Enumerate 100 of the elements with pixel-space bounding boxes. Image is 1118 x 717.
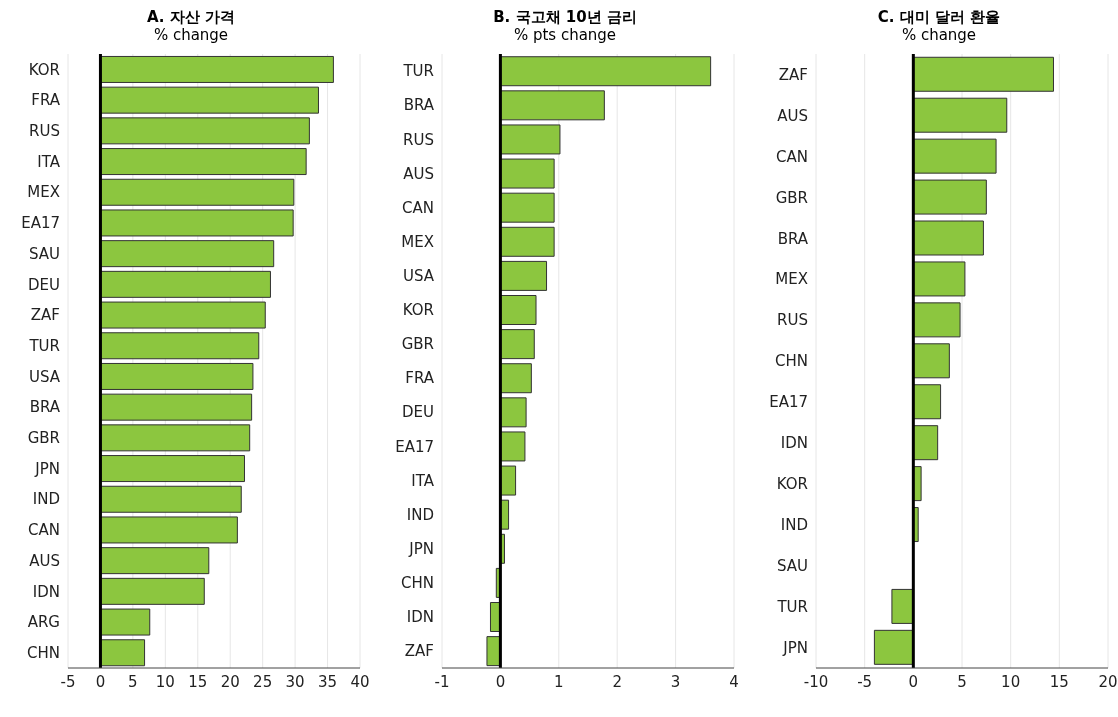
x-tick-label: 3 <box>670 672 681 691</box>
y-tick-label: USA <box>402 267 435 286</box>
y-tick-label: RUS <box>403 130 434 149</box>
bar <box>499 397 527 428</box>
x-tick-label: 35 <box>318 672 338 691</box>
bar <box>912 220 984 256</box>
bar <box>99 148 307 176</box>
x-tick-label: 15 <box>188 672 208 691</box>
y-tick-label: CHN <box>27 643 60 662</box>
y-tick-label: BRA <box>29 398 61 417</box>
y-tick-label: SAU <box>776 556 808 575</box>
y-tick-label: FRA <box>405 369 435 388</box>
chart-subtitle: % change <box>900 26 978 46</box>
x-tick-label: -10 <box>803 672 829 691</box>
bar <box>99 270 271 298</box>
y-tick-label: KOR <box>402 301 434 320</box>
bar <box>99 362 254 390</box>
x-tick-label: 30 <box>285 672 305 691</box>
y-tick-label: FRA <box>31 91 61 110</box>
x-tick-label: 40 <box>350 672 370 691</box>
y-tick-label: GBR <box>775 188 808 207</box>
x-tick-label: 4 <box>729 672 739 691</box>
x-tick-label: 2 <box>612 672 622 691</box>
chart-subtitle: % pts change <box>512 26 618 46</box>
bar <box>499 260 548 291</box>
bar <box>99 240 275 268</box>
bar <box>499 158 555 189</box>
y-tick-label: BRA <box>777 229 809 248</box>
y-tick-label: IND <box>406 505 434 524</box>
bar <box>499 329 535 360</box>
bar <box>912 302 961 338</box>
y-tick-label: USA <box>28 367 61 386</box>
y-tick-label: MEX <box>775 270 808 289</box>
y-tick-label: MEX <box>401 232 434 251</box>
bar <box>99 209 294 237</box>
y-tick-label: AUS <box>403 164 434 183</box>
bar <box>99 393 253 421</box>
y-tick-label: AUS <box>29 551 60 570</box>
y-tick-label: TUR <box>776 597 808 616</box>
bar <box>499 363 532 394</box>
bar <box>99 86 319 114</box>
y-tick-label: RUS <box>777 311 808 330</box>
y-tick-label: JPN <box>408 539 434 558</box>
bar <box>99 178 295 206</box>
y-tick-label: JPN <box>34 459 60 478</box>
x-tick-label: -5 <box>857 672 873 691</box>
bar <box>499 226 555 257</box>
y-tick-label: RUS <box>29 122 60 141</box>
bar <box>499 295 537 326</box>
bar <box>99 485 242 513</box>
bar <box>873 629 914 665</box>
bar <box>99 301 266 329</box>
y-tick-label: ITA <box>37 152 61 171</box>
y-tick-label: TUR <box>402 62 434 81</box>
y-tick-label: ARG <box>27 613 60 632</box>
chart-subtitle: % change <box>152 26 230 46</box>
y-tick-label: MEX <box>27 183 60 202</box>
bar <box>912 343 950 379</box>
y-tick-label: KOR <box>776 475 808 494</box>
bar <box>499 431 526 462</box>
bar <box>912 97 1008 133</box>
y-tick-label: IND <box>780 516 808 535</box>
bar <box>99 332 260 360</box>
bar <box>99 577 205 605</box>
chart-title: A. 자산 가격 <box>146 8 236 26</box>
bar <box>912 138 997 174</box>
x-tick-label: -5 <box>60 672 76 691</box>
bar <box>912 179 987 215</box>
y-tick-label: EA17 <box>395 437 434 456</box>
bar <box>99 455 245 483</box>
x-tick-label: 0 <box>908 672 919 691</box>
y-tick-label: DEU <box>401 403 434 422</box>
bar <box>99 547 210 575</box>
bar <box>912 56 1054 92</box>
y-tick-label: ZAF <box>778 65 808 84</box>
y-tick-label: ZAF <box>30 306 60 325</box>
y-tick-label: EA17 <box>21 214 60 233</box>
y-tick-label: KOR <box>28 60 60 79</box>
y-tick-label: GBR <box>27 429 60 448</box>
bar <box>499 192 555 223</box>
x-tick-label: 1 <box>554 672 564 691</box>
bar <box>912 261 966 297</box>
y-tick-label: AUS <box>777 106 808 125</box>
x-tick-label: 10 <box>1001 672 1021 691</box>
bar <box>99 117 310 145</box>
x-tick-label: -1 <box>434 672 450 691</box>
y-tick-label: JPN <box>782 638 808 657</box>
bar <box>499 124 561 155</box>
x-tick-label: 15 <box>1049 672 1069 691</box>
bar <box>99 608 151 636</box>
x-tick-label: 10 <box>155 672 175 691</box>
y-tick-label: IDN <box>780 434 808 453</box>
bar <box>99 639 146 667</box>
y-tick-label: CHN <box>401 574 434 593</box>
bar <box>499 90 605 121</box>
y-tick-label: SAU <box>28 244 60 263</box>
y-tick-label: ZAF <box>404 642 434 661</box>
chart-title: C. 대미 달러 환율 <box>876 8 1002 26</box>
x-tick-label: 5 <box>957 672 967 691</box>
y-tick-label: DEU <box>27 275 60 294</box>
